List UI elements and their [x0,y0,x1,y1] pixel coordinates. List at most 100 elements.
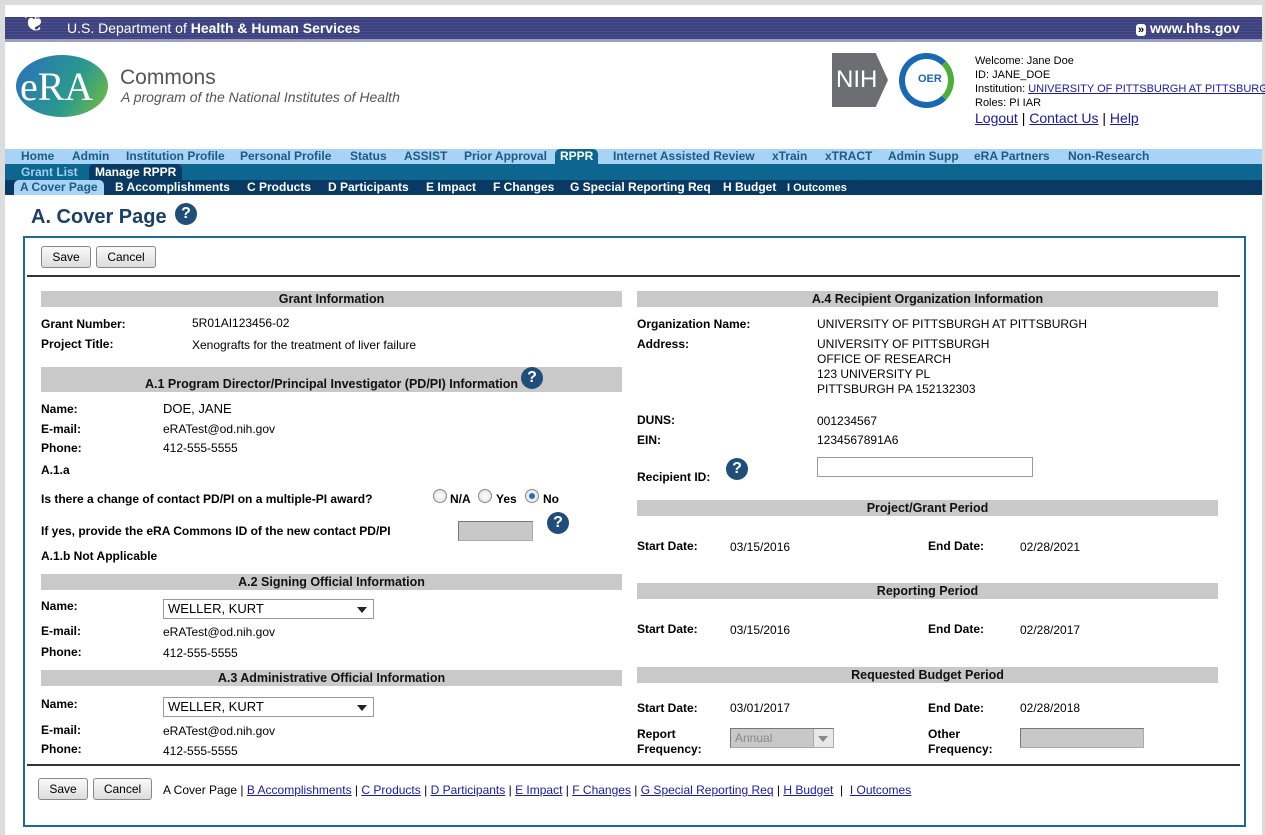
report-frequency-select[interactable]: Annual [730,728,834,748]
subnav-grant-list[interactable]: Grant List [21,165,78,179]
project-end: 02/28/2021 [1020,540,1081,554]
section-tab-e[interactable]: E Impact [426,180,477,194]
a2-name-label: Name: [41,599,78,613]
budget-start: 03/01/2017 [730,701,791,715]
nav-era-partners[interactable]: eRA Partners [974,149,1050,163]
project-end-label: End Date: [928,539,985,553]
nav-xtract[interactable]: xTRACT [825,149,873,163]
nav-home[interactable]: Home [21,149,55,163]
nav-status[interactable]: Status [350,149,387,163]
footer-link-g[interactable]: G Special Reporting Req [640,783,774,797]
new-contact-label: If yes, provide the eRA Commons ID of th… [41,524,391,538]
reporting-end: 02/28/2017 [1020,623,1081,637]
nav-iar[interactable]: Internet Assisted Review [613,149,755,163]
page [5,5,1262,835]
a2-email: eRATest@od.nih.gov [163,625,276,639]
radio-yes-label: Yes [496,492,517,506]
footer-current: A Cover Page [163,783,238,797]
a2-phone: 412-555-5555 [163,646,238,660]
a3-email-label: E-mail: [41,723,82,737]
hhs-title: U.S. Department of [67,20,191,36]
section-tab-i[interactable]: I Outcomes [787,182,847,194]
reporting-period-header: Reporting Period [637,583,1218,599]
footer-link-f[interactable]: F Changes [572,783,631,797]
section-tab-b[interactable]: B Accomplishments [115,180,230,194]
a1-email-label: E-mail: [41,422,82,436]
nav-institution-profile[interactable]: Institution Profile [126,149,225,163]
hhs-title-bold: Health & Human Services [190,20,361,36]
era-logo: eRA [16,55,108,117]
project-period-header: Project/Grant Period [637,500,1218,516]
nav-xtrain[interactable]: xTrain [772,149,808,163]
nav-non-research[interactable]: Non-Research [1068,149,1150,163]
hhs-link[interactable]: » www.hhs.gov [1136,20,1240,36]
section-tab-a[interactable]: A Cover Page [14,180,104,195]
help-icon[interactable]: ? [175,203,197,225]
footer-link-b[interactable]: B Accomplishments [246,783,352,797]
footer-link-h[interactable]: H Budget [783,783,834,797]
recipient-id-label: Recipient ID: [637,470,711,484]
grant-number-label: Grant Number: [41,317,126,331]
page-title: A. Cover Page [31,206,167,228]
other-frequency-input[interactable] [1020,728,1144,748]
brand-tagline: A program of the National Institutes of … [121,89,400,105]
nav-rppr[interactable]: RPPR [555,149,599,164]
a1-help-icon[interactable]: ? [521,367,543,389]
logout-link[interactable]: Logout [975,110,1018,126]
radio-no-label: No [543,492,559,506]
footer-section-links: A Cover Page | B Accomplishments | C Pro… [163,783,912,797]
footer-link-d[interactable]: D Participants [430,783,506,797]
org-name: UNIVERSITY OF PITTSBURGH AT PITTSBURGH [817,317,1088,331]
a3-phone: 412-555-5555 [163,744,238,758]
section-tab-h[interactable]: H Budget [723,180,777,194]
section-tab-g[interactable]: G Special Reporting Req [570,180,711,194]
contact-link[interactable]: Contact Us [1029,110,1099,126]
a1-phone-label: Phone: [41,441,82,455]
save-button[interactable]: Save [41,246,91,268]
duns-label: DUNS: [637,413,675,427]
budget-start-label: Start Date: [637,701,698,715]
institution-link[interactable]: UNIVERSITY OF PITTSBURGH AT PITTSBURGH [1028,83,1265,95]
form-panel [23,236,1246,827]
new-contact-input[interactable] [458,521,533,541]
a3-header: A.3 Administrative Official Information [41,670,622,686]
user-roles: Roles: PI IAR [975,97,1042,109]
budget-end-label: End Date: [928,701,985,715]
nav-assist[interactable]: ASSIST [404,149,448,163]
chevron-down-icon [357,705,367,716]
nav-prior-approval[interactable]: Prior Approval [464,149,547,163]
a1-phone: 412-555-5555 [163,441,238,455]
a3-name-select[interactable]: WELLER, KURT [163,697,374,717]
report-frequency-label: Report Frequency: [637,727,702,756]
subnav-manage-rppr[interactable]: Manage RPPR [89,164,183,180]
main-nav: Home Admin Institution Profile Personal … [5,149,1262,164]
hhs-eagle-icon: ❦ [23,6,47,37]
bottom-cancel-button[interactable]: Cancel [93,778,152,800]
section-tab-f[interactable]: F Changes [493,180,555,194]
cancel-button[interactable]: Cancel [96,246,156,268]
a2-name-select[interactable]: WELLER, KURT [163,599,374,619]
footer-link-e[interactable]: E Impact [515,783,563,797]
radio-na[interactable] [433,489,447,503]
double-chevron-icon: » [1136,24,1147,36]
project-start-label: Start Date: [637,539,698,553]
a1b-label: A.1.b Not Applicable [41,549,158,563]
footer-link-i[interactable]: I Outcomes [849,783,912,797]
section-tab-c[interactable]: C Products [247,180,312,194]
nav-admin[interactable]: Admin [72,149,110,163]
footer-link-c[interactable]: C Products [361,783,421,797]
radio-no[interactable] [525,489,539,503]
nav-personal-profile[interactable]: Personal Profile [240,149,332,163]
recipient-id-input[interactable] [817,457,1033,477]
section-tab-d[interactable]: D Participants [328,180,409,194]
new-contact-help-icon[interactable]: ? [547,512,569,534]
reporting-end-label: End Date: [928,622,985,636]
a1a-label: A.1.a [41,463,70,477]
nav-admin-supp[interactable]: Admin Supp [888,149,959,163]
help-link[interactable]: Help [1109,110,1139,126]
chevron-down-icon [357,607,367,618]
recipient-id-help-icon[interactable]: ? [726,458,748,480]
bottom-save-button[interactable]: Save [38,778,88,800]
a4-header: A.4 Recipient Organization Information [637,291,1218,307]
radio-yes[interactable] [478,489,492,503]
